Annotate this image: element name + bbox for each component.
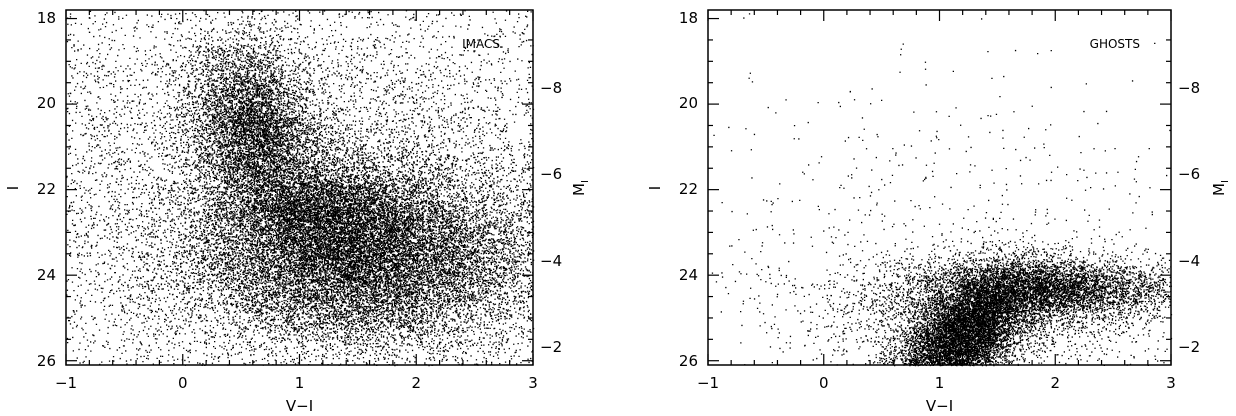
- scatter-point: [820, 240, 1172, 347]
- y2-tick-label: −6: [540, 165, 562, 183]
- x-tick-labels: −1 0 1 2 3: [55, 374, 538, 392]
- y-tick-label: 20: [679, 94, 698, 112]
- x-tick-label: 3: [1166, 374, 1176, 392]
- scatter-points-imacs: [66, 10, 535, 367]
- y-tick-label: 18: [37, 9, 56, 27]
- y2-axis-label-subscript: I: [1220, 180, 1231, 183]
- x-tick-label: 2: [1051, 374, 1061, 392]
- panel-label-ghosts: GHOSTS: [1090, 37, 1140, 51]
- y2-tick-label: −4: [1178, 252, 1200, 270]
- x-tick-label: 0: [178, 374, 188, 392]
- x-axis-label: V−I: [926, 397, 953, 415]
- y-tick-label: 26: [679, 352, 698, 370]
- y-tick-label: 22: [37, 180, 56, 198]
- y2-tick-label: −2: [1178, 338, 1200, 356]
- scatter-point: [68, 85, 535, 367]
- scatter-point: [126, 10, 376, 292]
- y2-axis-label: MI: [1210, 180, 1231, 196]
- x-tick-label: 0: [819, 374, 829, 392]
- panel-ghosts: GHOSTS −1 0 1 2 3 18 20 22 24 26 −8 −6 −…: [646, 9, 1231, 415]
- x-tick-label: −1: [697, 374, 719, 392]
- y2-axis-label: MI: [570, 180, 591, 196]
- tick-marks: [707, 10, 1172, 365]
- x-tick-label: −1: [55, 374, 77, 392]
- x-axis-label: V−I: [286, 397, 313, 415]
- y2-axis-label-main: M: [1210, 183, 1228, 196]
- y2-tick-labels: −8 −6 −4 −2: [1178, 79, 1200, 356]
- y-tick-label: 22: [679, 180, 698, 198]
- y-tick-label: 20: [37, 94, 56, 112]
- x-tick-label: 3: [528, 374, 538, 392]
- x-tick-label: 1: [935, 374, 945, 392]
- scatter-point: [66, 10, 535, 367]
- y-tick-labels: 18 20 22 24 26: [679, 9, 698, 370]
- y-tick-labels: 18 20 22 24 26: [37, 9, 56, 370]
- x-tick-label: 1: [295, 374, 305, 392]
- y-tick-label: 24: [679, 266, 698, 284]
- scatter-points-ghosts: [711, 13, 1173, 367]
- y2-tick-labels: −8 −6 −4 −2: [540, 79, 562, 356]
- x-tick-labels: −1 0 1 2 3: [697, 374, 1176, 392]
- y2-tick-label: −8: [1178, 79, 1200, 97]
- y-tick-label: 26: [37, 352, 56, 370]
- y2-tick-label: −4: [540, 252, 562, 270]
- y2-axis-label-main: M: [570, 183, 588, 196]
- x-tick-label: 2: [412, 374, 422, 392]
- tick-marks: [65, 10, 534, 365]
- y2-axis-label-subscript: I: [580, 180, 591, 183]
- y-axis-label: I: [646, 186, 664, 190]
- y-tick-label: 18: [679, 9, 698, 27]
- y2-tick-label: −8: [540, 79, 562, 97]
- y2-tick-label: −2: [540, 338, 562, 356]
- y2-tick-label: −6: [1178, 165, 1200, 183]
- panel-label-imacs: IMACS: [462, 37, 500, 51]
- y-tick-label: 24: [37, 266, 56, 284]
- y-axis-label: I: [4, 186, 22, 190]
- panel-imacs: IMACS −1 0 1 2 3 18 20 22 24 26 −8 −6 −4…: [4, 9, 591, 415]
